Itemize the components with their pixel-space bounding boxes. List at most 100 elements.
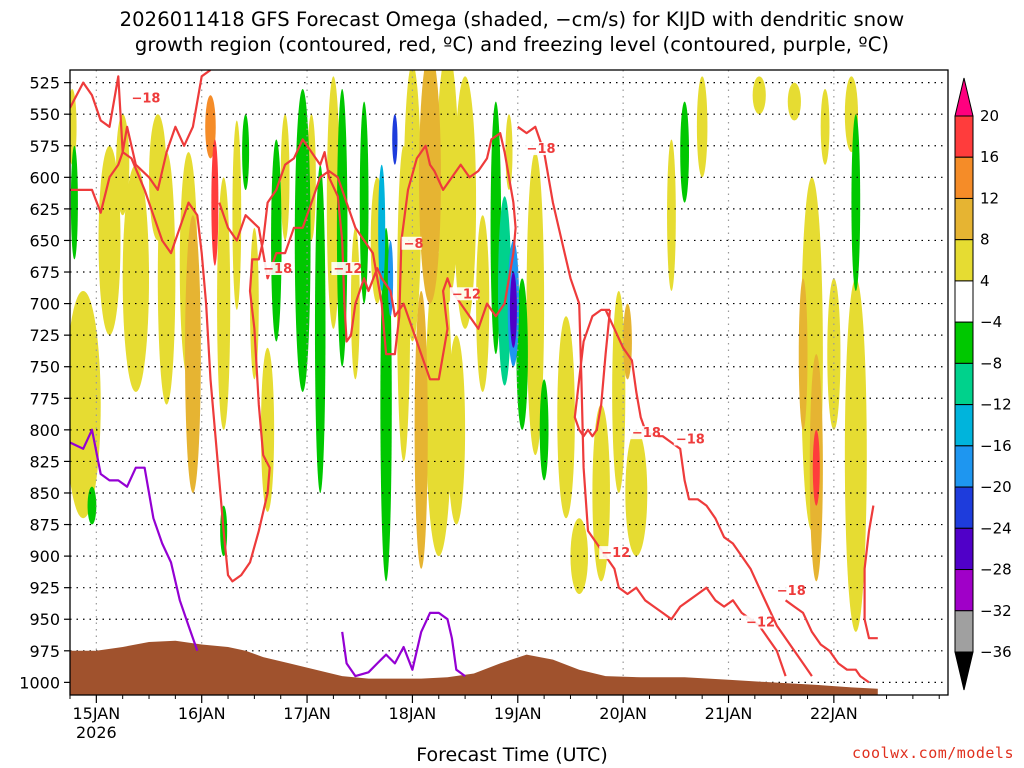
colorbar-label-11: −28 [980, 561, 1012, 579]
omega-cell-43 [680, 101, 689, 203]
contour-label-bg--18-5 [774, 583, 803, 597]
y-tick-label-925: 925 [29, 579, 60, 598]
y-tick-label-825: 825 [29, 452, 60, 471]
omega-cell-26 [696, 76, 708, 178]
freezing-level-contours [70, 428, 466, 678]
x-tick-label-17JAN: 17JAN [283, 704, 331, 723]
y-tick-label-750: 750 [29, 358, 60, 377]
y-tick-label-1000: 1000 [19, 673, 60, 692]
omega-cell-33 [844, 278, 867, 632]
omega-cell-5 [157, 152, 176, 405]
y-tick-label-625: 625 [29, 200, 60, 219]
colorbar-legend: 20 16 12 8 4 −4 −8 −12 −16 −20 −24 −28 −32 −36 [954, 77, 1012, 691]
omega-cell-66 [812, 429, 820, 506]
contour-label-bg--12-0 [331, 262, 360, 276]
colorbar-bin-6 [954, 362, 974, 406]
x-tick-label-19JAN: 19JAN [494, 704, 542, 723]
omega-cell-30 [820, 88, 830, 165]
colorbar-bin-5 [954, 321, 974, 364]
contour-label--8-0: −8 [404, 237, 424, 252]
y-axis-ticks: 525 550 575 600 625 650 675 700 725 750 775 800 825 8… [19, 74, 70, 692]
contour-label-bg--18-4 [673, 432, 702, 446]
y-tick-label-700: 700 [29, 295, 60, 314]
credit-link[interactable]: coolwx.com/models [851, 744, 1014, 762]
colorbar-label-4: 4 [980, 272, 990, 290]
plot-frame [69, 69, 949, 696]
colorbar-bin-11 [954, 569, 974, 612]
freezing-level-contour-0 [70, 428, 199, 652]
omega-cell-44 [294, 88, 311, 392]
omega-cell-36 [87, 486, 97, 525]
colorbar-bin-8 [954, 445, 974, 488]
x-tick-label-20JAN: 20JAN [599, 704, 647, 723]
colorbar-bin-10 [954, 527, 974, 571]
y-tick-label-950: 950 [29, 610, 60, 629]
y-tick-label-975: 975 [29, 642, 60, 661]
omega-cell-45 [314, 164, 326, 493]
ground-terrain [70, 640, 878, 695]
colorbar-bin-1 [954, 156, 974, 199]
x-tick-label-21JAN: 21JAN [705, 704, 753, 723]
contour-label--18-1: −18 [263, 262, 292, 277]
omega-cell-38 [242, 114, 250, 190]
omega-cell-22 [570, 518, 589, 594]
dgz-contour-5 [784, 599, 870, 684]
x-axis-label: Forecast Time (UTC) [416, 744, 608, 766]
colorbar-bin-4 [954, 280, 974, 323]
contour-label-bg--18-0 [129, 91, 158, 105]
x-tick-label-22JAN: 22JAN [810, 704, 858, 723]
colorbar-bin-7 [954, 404, 974, 447]
colorbar-label-6: −8 [980, 354, 1002, 372]
colorbar-label-5: −4 [980, 313, 1002, 331]
omega-cell-16 [425, 253, 452, 557]
omega-cell-42 [612, 290, 626, 493]
chart-title-line-2: growth region (contoured, red, ºC) and f… [134, 33, 890, 56]
contour-label--18-2: −18 [527, 142, 556, 157]
contour-label-bg--18-2 [524, 142, 553, 156]
contour-label-bg--8-0 [401, 236, 422, 250]
y-tick-label-600: 600 [29, 168, 60, 187]
omega-cell-18 [476, 215, 490, 392]
omega-cell-59 [623, 303, 632, 380]
omega-cell-40 [359, 101, 369, 304]
y-tick-label-675: 675 [29, 263, 60, 282]
omega-cell-53 [539, 379, 549, 481]
colorbar-label-3: 8 [980, 231, 990, 249]
colorbar-label-13: −36 [980, 643, 1012, 661]
omega-cell-10 [260, 347, 275, 512]
dendritic-snow-growth-contours [70, 70, 878, 684]
colorbar-bin-9 [954, 486, 974, 529]
colorbar-label-2: 12 [980, 189, 999, 207]
y-tick-label-650: 650 [29, 231, 60, 250]
y-tick-label-875: 875 [29, 516, 60, 535]
y-tick-label-525: 525 [29, 74, 60, 93]
y-tick-label-850: 850 [29, 484, 60, 503]
contour-label-bg--12-3 [744, 615, 773, 629]
contour-label--12-3: −12 [746, 616, 775, 631]
omega-cell-58 [498, 196, 512, 386]
chart-title-line-1: 2026011418 GFS Forecast Omega (shaded, −… [119, 8, 905, 31]
contour-label--18-5: −18 [777, 584, 806, 599]
contour-label--12-2: −12 [601, 546, 630, 561]
y-tick-label-575: 575 [29, 137, 60, 156]
contour-labels: −12 −12 −12 −12 −18 −18 −18 −18 −18 −18 −8 [129, 91, 806, 631]
colorbar-bottom-arrow [954, 651, 974, 691]
y-tick-label-775: 775 [29, 389, 60, 408]
contour-label--18-3: −18 [632, 426, 661, 441]
contour-label--12-0: −12 [333, 262, 362, 277]
omega-cell-52 [516, 278, 528, 430]
omega-cell-48 [403, 70, 422, 342]
x-tick-label-15JAN: 15JAN [72, 704, 120, 723]
omega-cell-50 [454, 76, 477, 329]
contour-label-bg--18-1 [261, 262, 290, 276]
contour-label--12-1: −12 [452, 287, 481, 302]
y-tick-label-800: 800 [29, 421, 60, 440]
x-tick-label-18JAN: 18JAN [389, 704, 437, 723]
omega-cell-69 [509, 272, 517, 348]
omega-cell-0 [70, 290, 101, 519]
omega-cell-63 [378, 164, 386, 291]
omega-cell-28 [787, 82, 801, 121]
colorbar-label-9: −20 [980, 478, 1012, 496]
colorbar-label-1: 16 [980, 148, 999, 166]
